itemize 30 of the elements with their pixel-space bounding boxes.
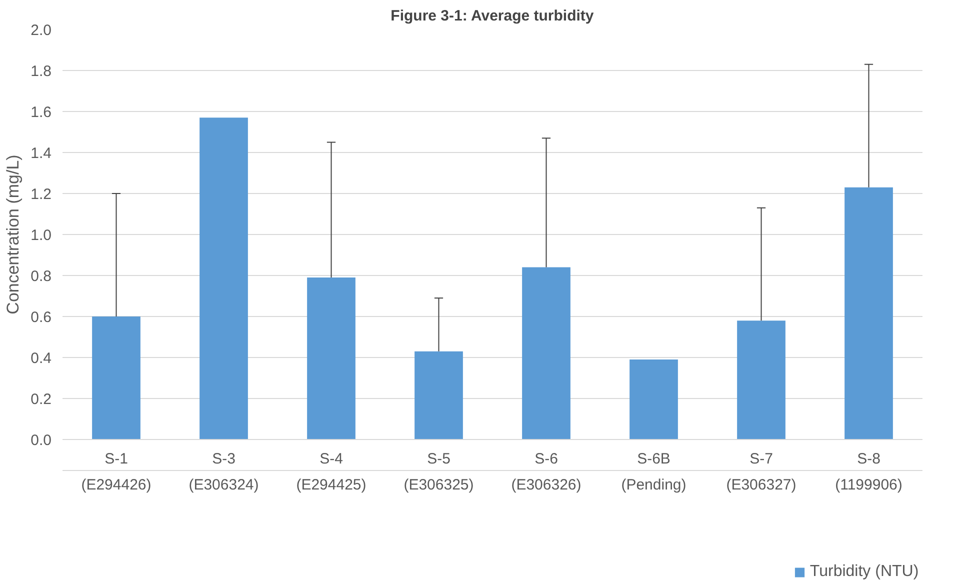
bar (522, 267, 570, 440)
bar (307, 278, 356, 440)
category-label: S-8 (1199906) (835, 450, 902, 494)
y-tick-label: 1.6 (30, 104, 52, 121)
bar (737, 320, 786, 440)
y-tick-label: 1.2 (30, 186, 52, 203)
category-label: S-3 (E306324) (188, 450, 259, 494)
y-tick-label: 1.0 (30, 227, 52, 244)
y-tick-label: 0.4 (30, 350, 52, 367)
y-tick-label: 1.4 (30, 145, 52, 162)
y-tick-label: 2.0 (30, 22, 52, 39)
category-label: S-6B (Pending) (621, 450, 686, 494)
bar (630, 360, 678, 440)
category-label: S-4 (E294425) (296, 450, 366, 494)
bar (200, 118, 248, 440)
y-tick-label: 0.2 (30, 391, 52, 408)
bar (844, 187, 893, 440)
chart-title: Figure 3-1: Average turbidity (390, 8, 594, 24)
y-tick-label: 1.8 (30, 63, 52, 80)
category-label: S-6 (E306326) (511, 450, 582, 494)
y-tick-label: 0.0 (30, 432, 52, 449)
category-label: S-1 (E294426) (81, 450, 152, 494)
y-axis-title: Concentration (mg/L) (4, 154, 23, 314)
bar (92, 316, 140, 440)
y-tick-label: 0.6 (30, 309, 52, 326)
bar (414, 351, 463, 440)
category-label: S-7 (E306327) (726, 450, 796, 494)
y-tick-label: 0.8 (30, 268, 52, 285)
category-label: S-5 (E306325) (404, 450, 474, 494)
legend-label: Turbidity (NTU) (810, 563, 919, 580)
